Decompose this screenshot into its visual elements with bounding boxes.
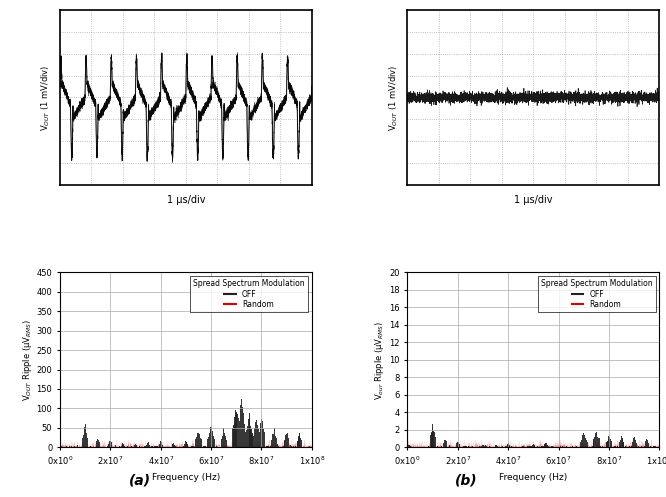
Y-axis label: V$_{OUT}$ (1 mV/div): V$_{OUT}$ (1 mV/div) [40, 64, 53, 131]
Y-axis label: V$_{OUT}$ Ripple (μV$_{RMS}$): V$_{OUT}$ Ripple (μV$_{RMS}$) [21, 319, 34, 401]
Y-axis label: V$_{our}$ Ripple (μV$_{RMS}$): V$_{our}$ Ripple (μV$_{RMS}$) [374, 320, 386, 400]
Y-axis label: V$_{OUT}$ (1 mV/div): V$_{OUT}$ (1 mV/div) [388, 64, 400, 131]
Legend: OFF, Random: OFF, Random [537, 276, 655, 312]
X-axis label: Frequency (Hz): Frequency (Hz) [500, 473, 567, 482]
Text: (a): (a) [129, 474, 151, 488]
X-axis label: Frequency (Hz): Frequency (Hz) [152, 473, 220, 482]
Legend: OFF, Random: OFF, Random [190, 276, 308, 312]
X-axis label: 1 μs/div: 1 μs/div [514, 195, 553, 205]
Text: (b): (b) [455, 474, 478, 488]
X-axis label: 1 μs/div: 1 μs/div [166, 195, 205, 205]
